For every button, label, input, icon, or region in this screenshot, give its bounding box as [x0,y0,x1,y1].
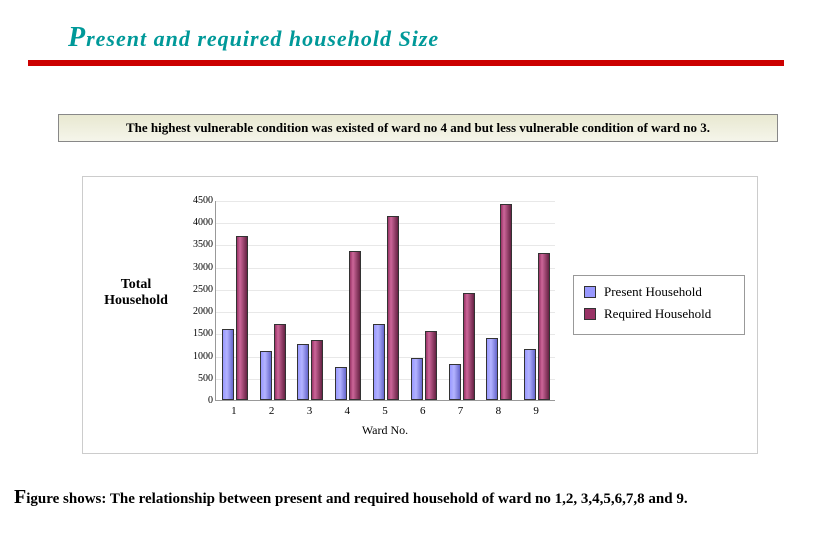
grid-line [216,201,555,202]
bar-required [311,340,323,400]
bar-present [486,338,498,400]
y-axis-label: Total Household [91,277,181,309]
chart-container: Total Household 0 500 1000 1500 2000 2500 3000… [82,176,758,454]
bar-present [222,329,234,400]
title-rest: resent and required household Size [86,26,439,51]
y-tick-label: 3000 [181,263,213,273]
title-dropcap: P [68,22,86,53]
bar-required [387,216,399,400]
bar-present [373,324,385,400]
y-tick-label: 0 [181,396,213,406]
info-bar-text: The highest vulnerable condition was exi… [126,120,710,136]
y-tick-label: 1000 [181,352,213,362]
bar-present [260,351,272,400]
bar-required [274,324,286,400]
caption-rest: igure shows: The relationship between pr… [26,491,687,507]
title-underline [28,60,784,66]
bar-required [349,251,361,400]
y-tick-label: 1500 [181,329,213,339]
bar-present [411,358,423,400]
legend-item-required: Required Household [584,306,734,322]
legend-label-present: Present Household [604,284,702,300]
legend-item-present: Present Household [584,284,734,300]
x-tick-label: 1 [224,405,244,417]
figure-caption: Figure shows: The relationship between p… [14,482,794,512]
bar-required [538,253,550,400]
x-tick-label: 7 [451,405,471,417]
y-label-line2: Household [91,293,181,309]
info-bar: The highest vulnerable condition was exi… [58,114,778,142]
x-axis-label: Ward No. [215,423,555,438]
y-tick-label: 3500 [181,240,213,250]
legend-swatch-required [584,308,596,320]
y-label-line1: Total [91,277,181,293]
bar-required [236,236,248,400]
x-tick-label: 6 [413,405,433,417]
x-tick-label: 4 [337,405,357,417]
caption-dropcap: F [14,486,26,508]
bar-present [335,367,347,400]
legend-label-required: Required Household [604,306,711,322]
y-tick-label: 4500 [181,196,213,206]
x-tick-label: 9 [526,405,546,417]
bar-present [524,349,536,400]
x-ticks: 1 2 3 4 5 6 7 8 9 [215,405,555,421]
y-tick-label: 2000 [181,307,213,317]
legend-swatch-present [584,286,596,298]
bar-required [463,293,475,400]
x-tick-label: 5 [375,405,395,417]
plot-area [215,201,555,401]
bar-present [449,364,461,400]
x-tick-label: 3 [299,405,319,417]
slide-title: Present and required household Size [68,22,520,54]
y-ticks: 0 500 1000 1500 2000 2500 3000 3500 4000 4500 [181,195,213,407]
y-tick-label: 4000 [181,218,213,228]
bar-required [425,331,437,400]
bar-required [500,204,512,400]
y-tick-label: 500 [181,374,213,384]
x-tick-label: 8 [488,405,508,417]
legend: Present Household Required Household [573,275,745,335]
x-tick-label: 2 [262,405,282,417]
y-tick-label: 2500 [181,285,213,295]
title-text: Present and required household Size [68,26,439,51]
bar-present [297,344,309,400]
